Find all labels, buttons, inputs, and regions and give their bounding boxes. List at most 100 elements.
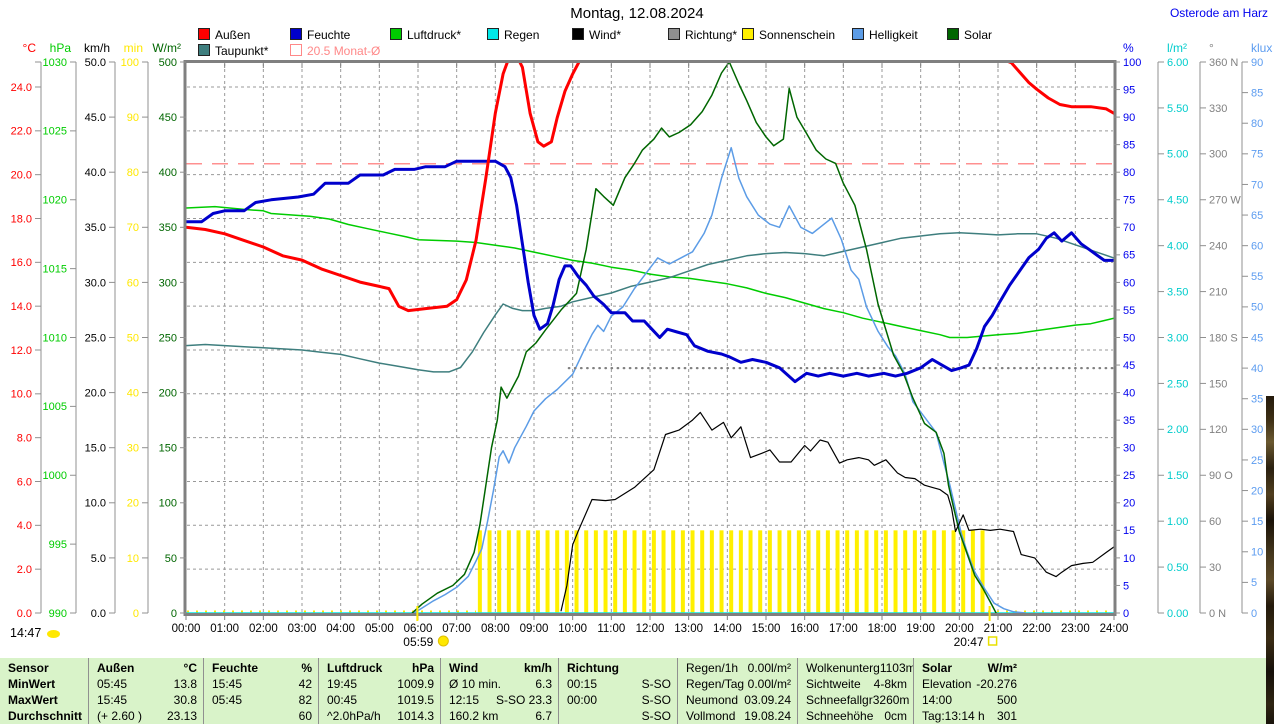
- svg-text:25: 25: [1251, 455, 1263, 467]
- svg-text:75: 75: [1123, 195, 1135, 207]
- svg-text:60: 60: [1251, 241, 1263, 253]
- table-cell: Durchschnitt: [8, 709, 83, 723]
- svg-text:80: 80: [127, 167, 139, 179]
- legend-swatch-icon: [572, 28, 584, 40]
- svg-text:11:00: 11:00: [597, 623, 625, 635]
- svg-text:240: 240: [1209, 241, 1227, 253]
- svg-text:0: 0: [133, 608, 139, 620]
- table-row: Regen/Tag 0.00l/m²: [678, 676, 797, 692]
- svg-text:250: 250: [159, 332, 177, 344]
- svg-text:20.0: 20.0: [85, 387, 106, 399]
- svg-text:50: 50: [1251, 302, 1263, 314]
- table-row: Sichtweite 4-8km: [798, 676, 913, 692]
- legend-swatch-icon: [290, 44, 302, 56]
- table-cell: 13.8: [173, 677, 197, 691]
- svg-text:80: 80: [1123, 167, 1135, 179]
- legend-swatch-icon: [198, 44, 210, 56]
- table-cell: Elevation: [922, 677, 972, 691]
- svg-text:6.00: 6.00: [1167, 57, 1188, 69]
- table-row: 05:45 82: [204, 692, 318, 708]
- table-cell: Vollmond: [686, 709, 736, 723]
- table-row: 00:00 S-SO: [559, 692, 677, 708]
- table-row: Elevation -20.276: [914, 676, 1023, 692]
- axis-tempC: 24.0 22.0 20.0 18.0 16.0 14.0 12.0 10.0 8.0 6.0 4.…: [11, 41, 42, 620]
- svg-text:22.0: 22.0: [11, 126, 32, 138]
- table-cell: Regen/1h: [686, 661, 739, 675]
- series-wind: [560, 411, 1114, 612]
- legend-label: Regen: [504, 28, 540, 42]
- table-row: MaxWert: [0, 692, 88, 708]
- table-column: Solar W/m² Elevation -20.276 14:00 500 Tag:13:…: [913, 658, 1023, 724]
- table-row: 160.2 km 6.7: [441, 708, 558, 724]
- legend-item-sonnenschein: Sonnenschein: [742, 28, 835, 42]
- table-cell: 15:45: [97, 693, 128, 707]
- sunrise-marker: 05:59: [403, 606, 449, 649]
- table-cell: 15:45: [212, 677, 243, 691]
- table-cell: 1103m: [879, 661, 913, 675]
- table-row: Tag:13:14 h 301: [914, 708, 1023, 724]
- axis-hpa: 1030 1025 1020 1015 1010 1005 1000 995 990 hPa: [43, 41, 77, 620]
- legend-item-au-en: Außen: [198, 28, 250, 42]
- table-cell: hPa: [411, 661, 434, 675]
- table-column: Regen/1h 0.00l/m² Regen/Tag 0.00l/m² Neumond…: [677, 658, 797, 724]
- table-column: Außen °C 05:45 13.8 15:45 30.8 (+ 2.60 ) 23.13: [88, 658, 203, 724]
- svg-text:210: 210: [1209, 286, 1227, 298]
- legend-label: Feuchte: [307, 28, 351, 42]
- station-link[interactable]: Osterode am Harz: [1169, 6, 1268, 20]
- svg-text:400: 400: [159, 167, 177, 179]
- table-column-sensor: Sensor MinWert MaxWert Durchschnitt: [0, 658, 88, 724]
- svg-text:1.50: 1.50: [1167, 470, 1188, 482]
- table-cell: Tag:13:14 h: [922, 709, 985, 723]
- legend-swatch-icon: [947, 28, 959, 40]
- svg-text:21:00: 21:00: [984, 623, 1013, 635]
- svg-text:45.0: 45.0: [85, 112, 106, 124]
- series-taupunkt: [186, 231, 1114, 373]
- svg-text:55: 55: [1123, 305, 1135, 317]
- svg-text:2.0: 2.0: [17, 564, 32, 576]
- svg-text:90 O: 90 O: [1209, 470, 1233, 482]
- svg-text:08:00: 08:00: [481, 623, 510, 635]
- svg-text:65: 65: [1123, 250, 1135, 262]
- right-edge-image-strip: [1266, 396, 1274, 724]
- table-column: Feuchte% 15:45 42 05:45 82 60: [203, 658, 318, 724]
- table-row: 00:15 S-SO: [559, 676, 677, 692]
- legend-item-luftdruck-: Luftdruck*: [390, 28, 461, 42]
- svg-text:01:00: 01:00: [210, 623, 239, 635]
- svg-text:300: 300: [159, 277, 177, 289]
- axis-lm2: 6.00 5.50 5.00 4.50 4.00 3.50 3.00 2.50 2.00 1.50…: [1157, 41, 1188, 620]
- svg-text:00:00: 00:00: [172, 623, 201, 635]
- svg-text:10: 10: [1251, 547, 1263, 559]
- svg-text:24:00: 24:00: [1100, 623, 1129, 635]
- table-column: Wolkenunterg 1103m Sichtweite 4-8km Schneefa…: [797, 658, 913, 724]
- svg-text:5: 5: [1251, 577, 1257, 589]
- table-column: Luftdruck hPa 19:45 1009.9 00:45 1019.5 ^2.0hP…: [318, 658, 440, 724]
- svg-text:20: 20: [1123, 498, 1135, 510]
- table-row: Außen °C: [89, 660, 203, 676]
- svg-text:0: 0: [1123, 608, 1129, 620]
- svg-text:klux: klux: [1251, 41, 1272, 55]
- svg-text:75: 75: [1251, 149, 1263, 161]
- table-row: MinWert: [0, 676, 88, 692]
- svg-text:25: 25: [1123, 470, 1135, 482]
- svg-text:90: 90: [1123, 112, 1135, 124]
- svg-text:45: 45: [1251, 332, 1263, 344]
- legend-label: Helligkeit: [869, 28, 918, 42]
- svg-text:20.0: 20.0: [11, 170, 32, 182]
- table-cell: MinWert: [8, 677, 56, 691]
- table-row: 00:45 1019.5: [319, 692, 440, 708]
- table-row: 14:00 500: [914, 692, 1023, 708]
- sunshine-bars: [477, 530, 985, 613]
- table-cell: Luftdruck: [327, 661, 383, 675]
- svg-text:35: 35: [1123, 415, 1135, 427]
- table-cell: 19:45: [327, 677, 358, 691]
- svg-text:10.0: 10.0: [85, 498, 106, 510]
- svg-text:1005: 1005: [43, 401, 67, 413]
- weather-chart: 00:00 01:00 02:00 03:00 04:00 05:00 06:00 07:00…: [11, 41, 1273, 649]
- svg-text:02:00: 02:00: [249, 623, 278, 635]
- svg-text:16.0: 16.0: [11, 257, 32, 269]
- svg-text:80: 80: [1251, 118, 1263, 130]
- table-row: 19:45 1009.9: [319, 676, 440, 692]
- table-cell: S-SO: [641, 693, 671, 707]
- table-cell: ^2.0hPa/h: [327, 709, 381, 723]
- svg-text:12:00: 12:00: [636, 623, 665, 635]
